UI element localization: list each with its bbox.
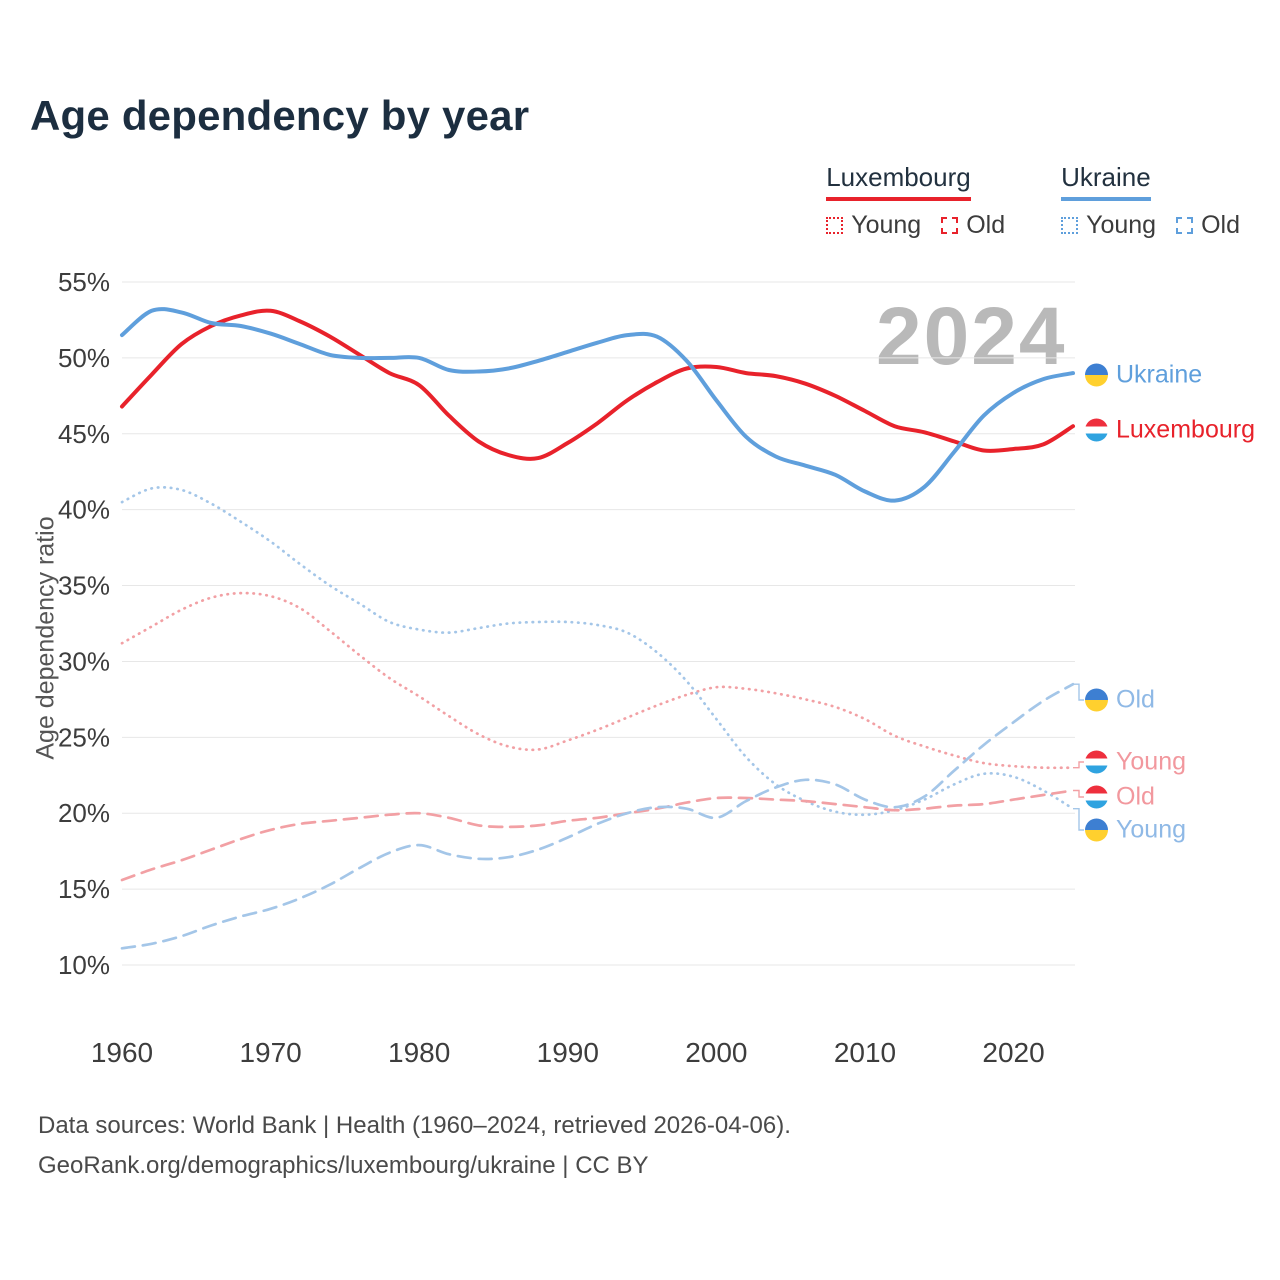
source-url-line[interactable]: GeoRank.org/demographics/luxembourg/ukra… — [38, 1151, 649, 1179]
label-connector — [1073, 808, 1084, 831]
x-tick-label: 1980 — [388, 1037, 450, 1068]
legend-title-luxembourg[interactable]: Luxembourg — [826, 162, 971, 201]
legend-item-label: Old — [1201, 211, 1240, 239]
x-tick-label: 2010 — [834, 1037, 896, 1068]
luxembourg-flag-icon — [1085, 750, 1108, 774]
x-tick-label: 2000 — [685, 1037, 747, 1068]
y-axis-label: Age dependency ratio — [31, 516, 60, 760]
end-label-ukraine-old[interactable]: Old — [1085, 686, 1155, 715]
end-label-ukraine-total[interactable]: Ukraine — [1085, 361, 1202, 390]
y-tick-label: 15% — [58, 874, 110, 904]
y-tick-label: 55% — [58, 267, 110, 297]
legend-item-ukraine-old[interactable]: Old — [1176, 211, 1240, 240]
legend-item-luxembourg-young[interactable]: Young — [826, 211, 921, 240]
legend-item-ukraine-young[interactable]: Young — [1061, 211, 1156, 240]
legend-title-ukraine[interactable]: Ukraine — [1061, 162, 1151, 201]
legend-items-luxembourg: Young Old — [826, 211, 1005, 240]
legend-item-label: Old — [966, 211, 1006, 239]
end-label-text: Young — [1116, 815, 1186, 844]
luxembourg-flag-icon — [1085, 785, 1108, 809]
end-label-ukraine-young[interactable]: Young — [1085, 816, 1186, 845]
end-label-luxembourg-young[interactable]: Young — [1085, 748, 1186, 777]
y-tick-label: 25% — [58, 722, 110, 752]
y-tick-label: 45% — [58, 419, 110, 449]
legend-item-label: Young — [1086, 211, 1157, 239]
end-label-text: Luxembourg — [1116, 415, 1255, 444]
series-line-luxembourg-total[interactable] — [120, 308, 1075, 461]
end-label-text: Old — [1116, 782, 1155, 811]
legend-item-luxembourg-old[interactable]: Old — [941, 211, 1005, 240]
y-tick-label: 50% — [58, 343, 110, 373]
series-line-ukraine-old[interactable] — [120, 682, 1075, 950]
ukraine-flag-icon — [1085, 688, 1108, 712]
end-label-text: Young — [1116, 747, 1186, 776]
x-tick-label: 1960 — [91, 1037, 153, 1068]
y-tick-label: 30% — [58, 646, 110, 676]
legend-item-label: Young — [851, 211, 922, 239]
series-line-ukraine-young[interactable] — [120, 485, 1075, 817]
legend: Luxembourg Young Old Ukraine Young — [826, 162, 1240, 240]
series-line-luxembourg-young[interactable] — [120, 591, 1075, 770]
footer: Data sources: World Bank | Health (1960–… — [38, 1106, 791, 1185]
luxembourg-flag-icon — [1085, 418, 1108, 442]
series-line-luxembourg-old[interactable] — [120, 789, 1075, 882]
legend-group-ukraine: Ukraine Young Old — [1061, 162, 1240, 240]
y-tick-label: 20% — [58, 798, 110, 828]
label-connector — [1073, 789, 1084, 798]
end-label-luxembourg-old[interactable]: Old — [1085, 783, 1155, 812]
ukraine-flag-icon — [1085, 363, 1108, 387]
end-label-text: Ukraine — [1116, 360, 1203, 389]
x-tick-label: 1970 — [239, 1037, 301, 1068]
series-line-ukraine-total[interactable] — [120, 307, 1075, 503]
y-tick-label: 40% — [58, 495, 110, 525]
label-connector — [1073, 683, 1084, 701]
y-tick-label: 35% — [58, 571, 110, 601]
legend-items-ukraine: Young Old — [1061, 211, 1240, 240]
dashed-line-swatch-icon — [1176, 217, 1194, 234]
dotted-line-swatch-icon — [1061, 217, 1079, 234]
dashed-line-swatch-icon — [941, 217, 959, 234]
end-label-text: Old — [1116, 685, 1155, 714]
year-watermark: 2024 — [876, 291, 1067, 382]
label-connector — [1073, 761, 1084, 769]
data-sources-line: Data sources: World Bank | Health (1960–… — [38, 1112, 791, 1139]
y-tick-label: 10% — [58, 950, 110, 980]
legend-group-luxembourg: Luxembourg Young Old — [826, 162, 1005, 240]
ukraine-flag-icon — [1085, 818, 1108, 842]
page-title: Age dependency by year — [30, 92, 530, 139]
end-label-luxembourg-total[interactable]: Luxembourg — [1085, 416, 1255, 445]
x-tick-label: 2020 — [982, 1037, 1044, 1068]
dotted-line-swatch-icon — [826, 217, 844, 234]
x-tick-label: 1990 — [537, 1037, 599, 1068]
